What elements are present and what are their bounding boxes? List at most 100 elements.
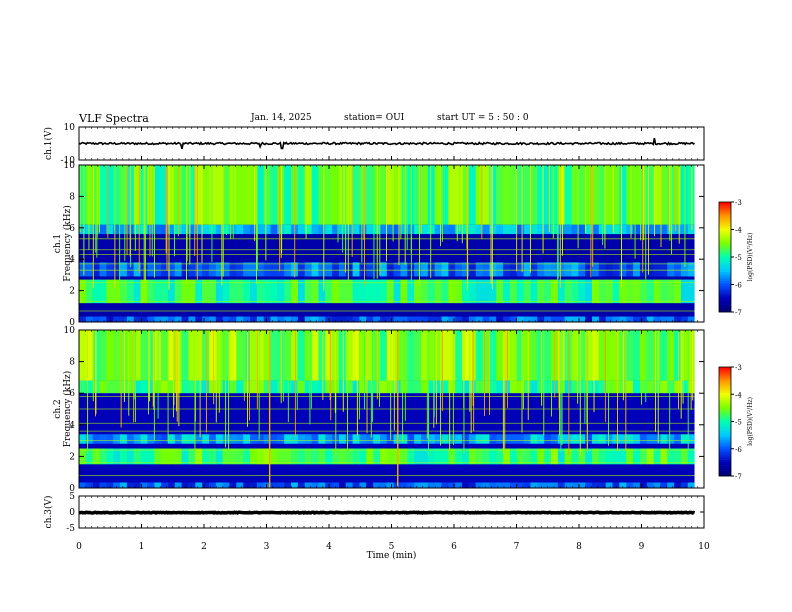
spectrum-band-cell bbox=[154, 448, 162, 465]
spectrum-band-cell bbox=[475, 224, 483, 235]
spectrum-band-cell bbox=[154, 316, 162, 322]
spectrum-band-cell bbox=[318, 482, 326, 488]
spectrum-band-cell bbox=[236, 434, 244, 444]
spectrum-band-cell bbox=[421, 165, 429, 225]
spectrum-band-cell bbox=[243, 316, 251, 322]
spectrum-band-cell bbox=[79, 380, 87, 394]
spectrum-band-cell bbox=[509, 448, 518, 465]
spectrum-band-cell bbox=[475, 165, 483, 225]
spectrum-band-cell bbox=[421, 224, 429, 235]
spectrum-band-cell bbox=[311, 330, 319, 381]
spectrum-band-cell bbox=[516, 224, 525, 235]
spectrum-band-cell bbox=[674, 482, 682, 488]
spectrum-band-cell bbox=[215, 224, 224, 235]
spectrum-band-cell bbox=[680, 482, 689, 488]
spectrum-band-cell bbox=[571, 316, 579, 322]
spectrum-band-cell bbox=[167, 165, 176, 225]
spectrum-band-cell bbox=[455, 434, 463, 444]
spectrum-band-cell bbox=[284, 316, 292, 322]
spectrum-band-cell bbox=[564, 434, 572, 444]
spectrum-band-cell bbox=[537, 262, 545, 277]
spectrum-band-cell bbox=[523, 224, 531, 235]
spectrum-band-cell bbox=[263, 448, 271, 465]
spectrum-band-cell bbox=[250, 224, 258, 235]
y-axis-label-line: Frequency (kHz) bbox=[62, 205, 73, 282]
spectrum-band-cell bbox=[133, 165, 141, 225]
spectrum-band-cell bbox=[564, 316, 572, 322]
spectrum-band-cell bbox=[236, 165, 244, 225]
spectrum-band-cell bbox=[379, 330, 388, 381]
colorbar-cell bbox=[719, 443, 731, 446]
spectrum-band-cell bbox=[250, 279, 258, 304]
spectrum-band-cell bbox=[468, 330, 477, 381]
spectrum-band-cell bbox=[161, 380, 169, 394]
spectrum-band-cell bbox=[161, 316, 169, 322]
spectrum-band-cell bbox=[441, 165, 449, 225]
spectrum-band-cell bbox=[85, 262, 94, 277]
spectrum-band-cell bbox=[400, 262, 408, 277]
spectrum-band-cell bbox=[400, 279, 408, 304]
spectrum-band-cell bbox=[236, 380, 244, 394]
spectrum-band-cell bbox=[113, 448, 121, 465]
spectrum-band-cell bbox=[509, 316, 518, 322]
colorbar-cell bbox=[719, 456, 731, 459]
spectrum-band-cell bbox=[208, 380, 217, 394]
spectrum-band-cell bbox=[373, 316, 381, 322]
spectrum-band-cell bbox=[174, 482, 182, 488]
x-tick-label: 1 bbox=[139, 542, 145, 552]
spectrum-band-cell bbox=[188, 279, 196, 304]
spectrum-band-cell bbox=[592, 380, 600, 394]
spectrum-band-cell bbox=[468, 165, 477, 225]
colorbar-cell bbox=[719, 205, 731, 208]
spectrum-band-cell bbox=[92, 448, 100, 465]
spectrum-band-cell bbox=[462, 262, 470, 277]
spectrum-band-cell bbox=[407, 316, 415, 322]
colorbar-cell bbox=[719, 268, 731, 271]
spectrum-band-cell bbox=[106, 380, 114, 394]
spectrum-band-cell bbox=[585, 316, 593, 322]
spectrum-band-cell bbox=[167, 316, 176, 322]
spectrum-band-cell bbox=[229, 330, 237, 381]
spectrum-band-cell bbox=[270, 316, 278, 322]
spectrum-band-cell bbox=[667, 482, 675, 488]
spectrum-band-cell bbox=[297, 279, 306, 304]
colorbar-cell bbox=[719, 301, 731, 304]
spectrum-band-cell bbox=[140, 330, 148, 381]
spectrum-band-cell bbox=[544, 279, 552, 304]
spectrum-band-cell bbox=[509, 279, 518, 304]
spectrum-band-cell bbox=[79, 279, 87, 304]
spectrum-band-cell bbox=[612, 482, 620, 488]
spectrum-band-cell bbox=[455, 448, 463, 465]
colorbar-cell bbox=[719, 280, 731, 283]
spectrum-band-cell bbox=[379, 224, 388, 235]
spectrum-band-cell bbox=[85, 434, 94, 444]
spectrum-band-cell bbox=[92, 262, 100, 277]
y-tick-label: 8 bbox=[69, 192, 75, 202]
spectrum-band-cell bbox=[503, 448, 511, 465]
spectrum-band-cell bbox=[291, 448, 299, 465]
spectrum-band-cell bbox=[674, 279, 682, 304]
colorbar-cell bbox=[719, 390, 731, 393]
colorbar-cell bbox=[719, 258, 731, 261]
spectrum-band-cell bbox=[530, 380, 538, 394]
spectrum-band-cell bbox=[297, 380, 306, 394]
spectrum-band-cell bbox=[660, 380, 668, 394]
spectrum-band-cell bbox=[85, 165, 94, 225]
colorbar-cell bbox=[719, 297, 731, 300]
spectrum-band-cell bbox=[195, 224, 203, 235]
spectrum-band-cell bbox=[530, 316, 538, 322]
spectrum-band-cell bbox=[612, 165, 620, 225]
spectrum-band-cell bbox=[475, 448, 483, 465]
spectrum-band-cell bbox=[154, 224, 162, 235]
spectrum-band-cell bbox=[250, 434, 258, 444]
y-tick-label: 0 bbox=[69, 508, 75, 518]
spectrum-band-cell bbox=[256, 330, 265, 381]
spectrum-band-cell bbox=[373, 380, 381, 394]
spectrum-band-cell bbox=[188, 262, 196, 277]
spectrum-band-cell bbox=[181, 262, 189, 277]
spectrum-band-cell bbox=[448, 316, 456, 322]
spectrum-band-cell bbox=[516, 330, 525, 381]
spectrum-band-cell bbox=[496, 434, 504, 444]
spectrum-band-cell bbox=[571, 165, 579, 225]
spectrum-band-cell bbox=[79, 330, 87, 381]
